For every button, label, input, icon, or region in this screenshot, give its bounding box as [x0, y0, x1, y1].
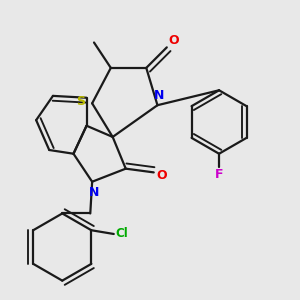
Text: Cl: Cl [116, 227, 128, 241]
Text: O: O [168, 34, 179, 47]
Text: S: S [76, 95, 85, 108]
Text: N: N [154, 89, 164, 102]
Text: O: O [156, 169, 166, 182]
Text: F: F [215, 168, 223, 181]
Text: N: N [89, 186, 99, 199]
